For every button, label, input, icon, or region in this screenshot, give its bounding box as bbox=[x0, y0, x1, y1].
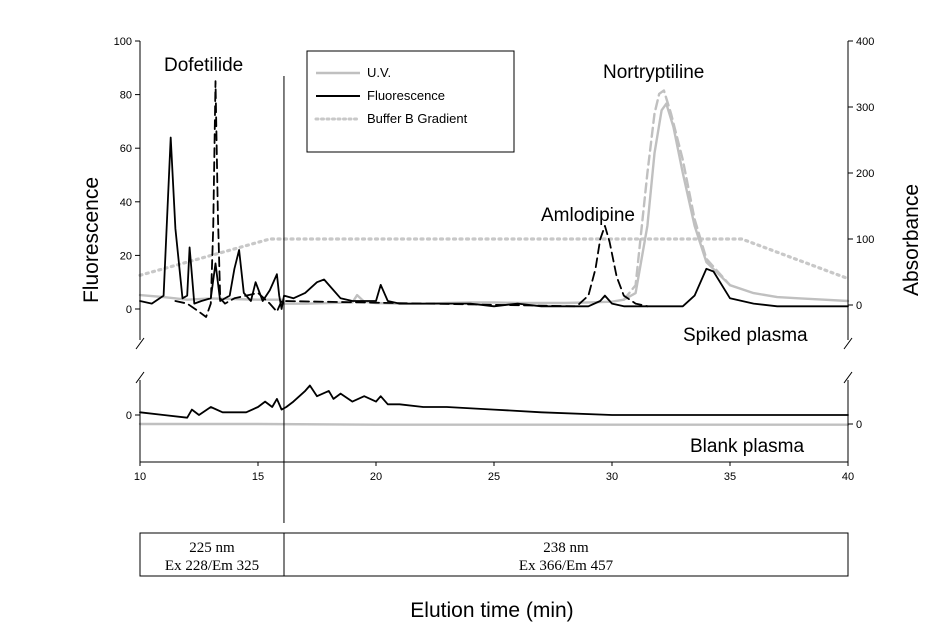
x-tick-label: 25 bbox=[488, 471, 500, 483]
y-left-tick-label: 60 bbox=[120, 143, 132, 155]
x-tick-label: 20 bbox=[370, 471, 382, 483]
series-line-u-v-dashed bbox=[622, 89, 732, 301]
series-line-fluorescence bbox=[139, 136, 849, 310]
y-axis-title-right: Absorbance bbox=[900, 184, 923, 296]
y-left-tick-label: 40 bbox=[120, 197, 132, 209]
annotation-nortryptiline: Nortryptiline bbox=[603, 62, 704, 83]
series-line-fluorescence-dashed bbox=[174, 80, 649, 318]
detection-cell-2-line2: Ex 366/Em 457 bbox=[519, 558, 614, 574]
gradient-series bbox=[138, 237, 850, 281]
y-axis-left-break-bottom bbox=[135, 371, 145, 384]
y-axis-title-left: Fluorescence bbox=[80, 177, 103, 303]
y-axis-right-break-bottom bbox=[843, 371, 853, 384]
y-left-tick-label: 20 bbox=[120, 250, 132, 262]
y-left-tick-label: 100 bbox=[114, 36, 132, 48]
y-right-tick-label: 300 bbox=[856, 102, 874, 114]
x-tick-label: 40 bbox=[842, 471, 854, 483]
x-tick-label: 30 bbox=[606, 471, 618, 483]
detection-cell-2 bbox=[283, 532, 849, 577]
legend-label-fluorescence: Fluorescence bbox=[367, 88, 445, 103]
y-right-tick-label: 200 bbox=[856, 168, 874, 180]
y-right-tick-label: 100 bbox=[856, 234, 874, 246]
y-axis-left-break-top bbox=[135, 337, 145, 350]
annotation-dofetilide: Dofetilide bbox=[164, 55, 243, 76]
series-line-fluorescence-blank bbox=[139, 384, 849, 419]
legend: U.V. Fluorescence Buffer B Gradient bbox=[306, 50, 515, 153]
detection-cell-2-line1: 238 nm bbox=[543, 540, 589, 556]
tick-labels: 0 20 40 60 80 100 0 100 200 300 400 0 0 10 15 20 25 30 35 4… bbox=[114, 36, 875, 483]
detection-table: 225 nm Ex 228/Em 325 238 nm Ex 366/Em 45… bbox=[139, 532, 849, 577]
y-left-tick-label: 0 bbox=[126, 304, 132, 316]
y-axis-right-break-top bbox=[843, 337, 853, 350]
x-tick-label: 15 bbox=[252, 471, 264, 483]
legend-label-gradient: Buffer B Gradient bbox=[367, 111, 468, 126]
x-axis-title: Elution time (min) bbox=[410, 599, 573, 622]
axes bbox=[135, 40, 853, 466]
blank-right-tick-label: 0 bbox=[856, 419, 862, 431]
panel-label-blank: Blank plasma bbox=[690, 436, 804, 457]
legend-box bbox=[306, 50, 515, 153]
detection-cell-1-line1: 225 nm bbox=[189, 540, 235, 556]
fluorescence-series bbox=[139, 80, 849, 419]
annotation-amlodipine: Amlodipine bbox=[541, 205, 635, 226]
panel-label-spiked: Spiked plasma bbox=[683, 325, 808, 346]
y-left-tick-label: 80 bbox=[120, 90, 132, 102]
x-tick-label: 10 bbox=[134, 471, 146, 483]
y-right-tick-label: 400 bbox=[856, 36, 874, 48]
series-line-u-v-blank bbox=[138, 422, 850, 426]
series-line-buffer-b-gradient bbox=[138, 237, 850, 281]
x-tick-label: 35 bbox=[724, 471, 736, 483]
y-right-tick-label: 0 bbox=[856, 300, 862, 312]
blank-left-tick-label: 0 bbox=[126, 410, 132, 422]
detection-cell-1-line2: Ex 228/Em 325 bbox=[165, 558, 259, 574]
legend-label-uv: U.V. bbox=[367, 65, 391, 80]
